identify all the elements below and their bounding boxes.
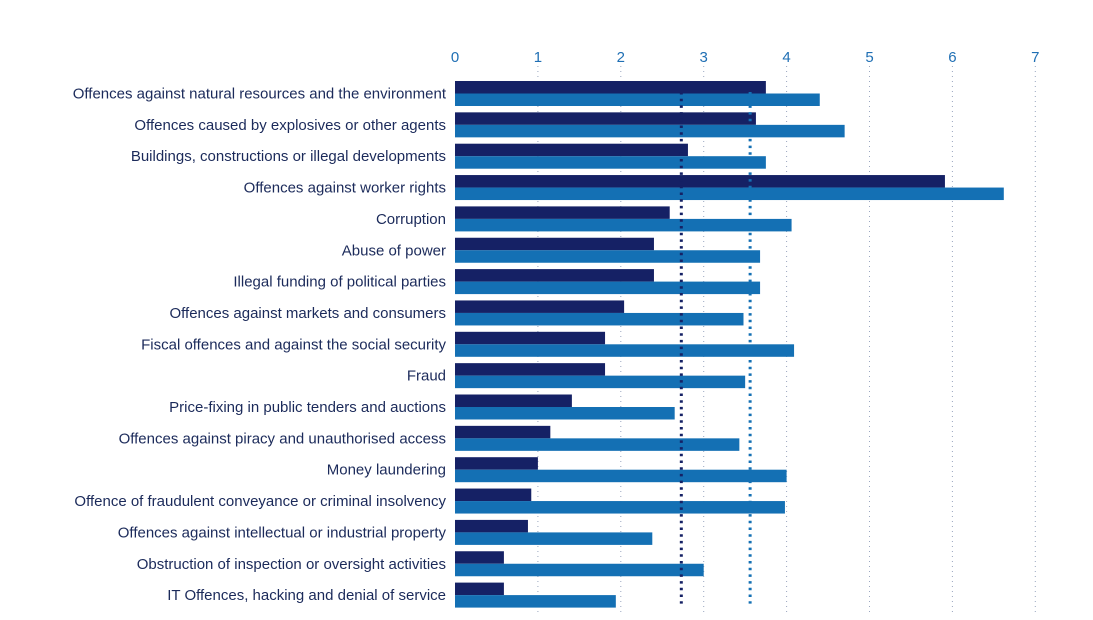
bar-series-2-10: [455, 407, 675, 420]
bar-series-2-6: [455, 281, 761, 295]
bar-series-1-14: [455, 519, 528, 533]
bar-series-1-6: [455, 269, 654, 282]
category-label-5: Abuse of power: [342, 242, 446, 259]
category-label-0: Offences against natural resources and t…: [73, 86, 447, 103]
category-label-6: Illegal funding of political parties: [233, 274, 446, 291]
bar-series-2-8: [455, 344, 795, 357]
bar-series-2-0: [455, 93, 820, 106]
bar-series-1-7: [455, 300, 625, 313]
bar-series-1-9: [455, 363, 606, 376]
average-lines: [679, 92, 752, 604]
category-labels: Offences against natural resources and t…: [73, 86, 447, 605]
bar-series-2-14: [455, 532, 653, 545]
bar-series-2-5: [455, 250, 761, 263]
x-tick-label-7: 7: [1031, 49, 1039, 66]
x-tick-label-6: 6: [948, 49, 956, 66]
x-tick-label-1: 1: [534, 49, 542, 66]
category-label-11: Offences against piracy and unauthorised…: [119, 430, 446, 447]
bar-series-2-3: [455, 187, 1004, 201]
x-tick-label-2: 2: [617, 49, 625, 66]
bar-series-1-12: [455, 457, 538, 470]
bar-series-1-0: [455, 81, 766, 94]
bar-series-2-15: [455, 563, 704, 577]
x-tick-label-4: 4: [782, 49, 790, 66]
bar-series-1-1: [455, 112, 756, 125]
category-label-1: Offences caused by explosives or other a…: [134, 117, 446, 134]
category-label-8: Fiscal offences and against the social s…: [141, 336, 446, 353]
bar-series-1-16: [455, 582, 504, 596]
bar-series-1-5: [455, 237, 654, 251]
bar-series-1-8: [455, 331, 606, 345]
bar-series-1-11: [455, 425, 551, 439]
bar-series-2-1: [455, 124, 845, 138]
bar-series-2-9: [455, 375, 746, 389]
bar-series-2-12: [455, 469, 787, 483]
x-tick-label-0: 0: [451, 49, 459, 66]
x-tick-label-5: 5: [865, 49, 873, 66]
bar-series-1-15: [455, 551, 504, 564]
bars: [455, 81, 1004, 608]
category-label-9: Fraud: [407, 368, 446, 385]
bar-series-2-11: [455, 438, 740, 451]
category-label-2: Buildings, constructions or illegal deve…: [131, 148, 446, 165]
category-label-7: Offences against markets and consumers: [169, 305, 446, 322]
category-label-16: IT Offences, hacking and denial of servi…: [167, 587, 446, 604]
x-axis-ticks: 0 1 2 3 4 5 6 7: [451, 49, 1040, 66]
bar-series-1-3: [455, 175, 945, 188]
bar-series-1-2: [455, 143, 688, 157]
bar-series-2-2: [455, 156, 766, 169]
bar-series-2-7: [455, 312, 744, 326]
category-label-15: Obstruction of inspection or oversight a…: [137, 556, 446, 573]
category-label-14: Offences against intellectual or industr…: [118, 524, 447, 541]
category-label-10: Price-fixing in public tenders and aucti…: [169, 399, 446, 416]
category-label-3: Offences against worker rights: [244, 180, 446, 197]
bar-series-1-13: [455, 488, 532, 502]
category-label-13: Offence of fraudulent conveyance or crim…: [74, 493, 446, 510]
bar-series-1-4: [455, 206, 670, 219]
bar-series-1-10: [455, 394, 572, 407]
bar-series-2-16: [455, 595, 616, 608]
category-label-4: Corruption: [376, 211, 446, 228]
category-label-12: Money laundering: [327, 462, 446, 479]
x-tick-label-3: 3: [700, 49, 708, 66]
bar-series-2-4: [455, 218, 792, 232]
bar-series-2-13: [455, 501, 785, 514]
